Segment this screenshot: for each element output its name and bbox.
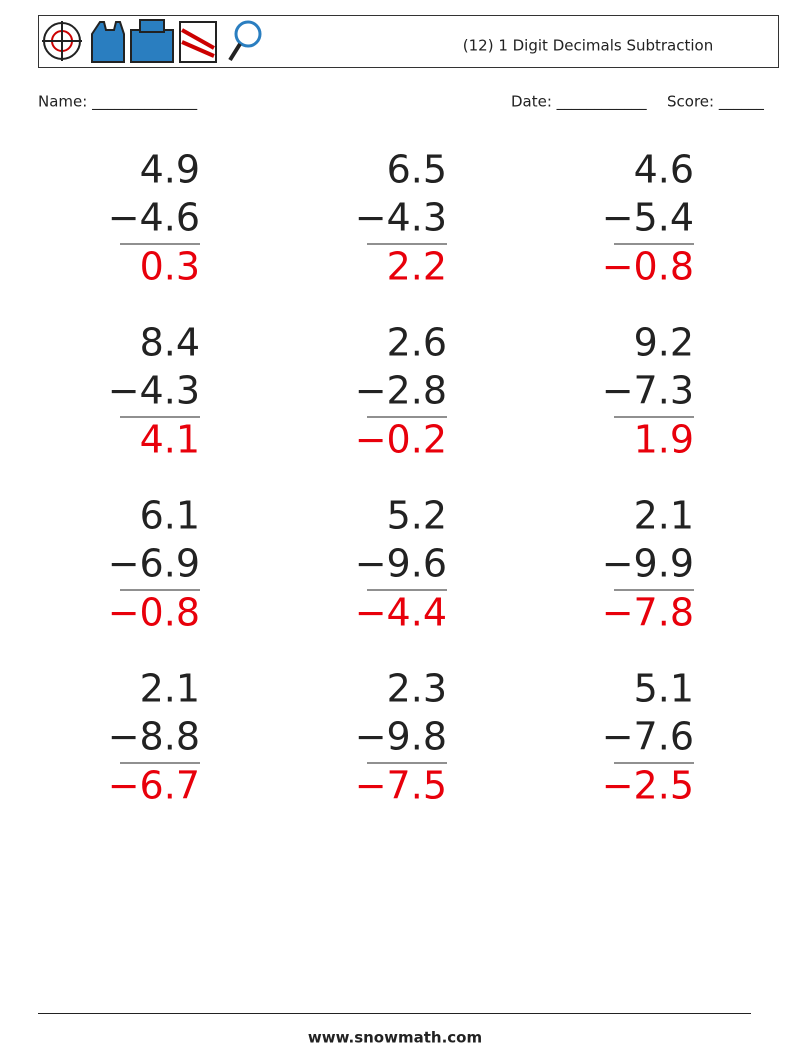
minuend: 4.6 [634,148,694,192]
problems: 4.9−4.60.36.5−4.32.24.6−5.4−0.88.4−4.34.… [108,148,694,808]
answer: −2.5 [602,764,694,808]
answer: −6.7 [108,764,200,808]
answer: 4.1 [140,418,200,462]
icons [42,19,262,63]
minuend: 4.9 [140,148,200,192]
name-field: Name: ______________ [38,93,198,112]
subtrahend: −4.6 [108,196,200,240]
subtrahend: −7.3 [602,369,694,413]
footer-site: www.snowmath.com [308,1029,482,1047]
header-box [38,15,779,68]
subtrahend: −4.3 [355,196,447,240]
subtrahend: −8.8 [108,715,200,759]
minuend: 5.2 [387,494,447,538]
answer: −7.5 [355,764,447,808]
subtrahend: −6.9 [108,542,200,586]
minuend: 6.1 [140,494,200,538]
subtrahend: −7.6 [602,715,694,759]
minuend: 2.1 [140,667,200,711]
minuend: 8.4 [140,321,200,365]
minuend: 9.2 [634,321,694,365]
subtrahend: −9.8 [355,715,447,759]
answer: 1.9 [634,418,694,462]
answer: 2.2 [387,245,447,289]
minuend: 2.6 [387,321,447,365]
score-field: Score: ______ [667,93,764,112]
subtrahend: −5.4 [602,196,694,240]
answer: −0.8 [108,591,200,635]
minuend: 2.3 [387,667,447,711]
date-field: Date: ____________ [511,93,647,112]
minuend: 6.5 [387,148,447,192]
answer: −0.8 [602,245,694,289]
minuend: 2.1 [634,494,694,538]
subtrahend: −9.9 [602,542,694,586]
title: (12) 1 Digit Decimals Subtraction [463,37,713,55]
answer: −4.4 [355,591,447,635]
answer: −0.2 [355,418,447,462]
minuend: 5.1 [634,667,694,711]
subtrahend: −4.3 [108,369,200,413]
subtrahend: −9.6 [355,542,447,586]
answer: −7.8 [602,591,694,635]
subtrahend: −2.8 [355,369,447,413]
answer: 0.3 [140,245,200,289]
